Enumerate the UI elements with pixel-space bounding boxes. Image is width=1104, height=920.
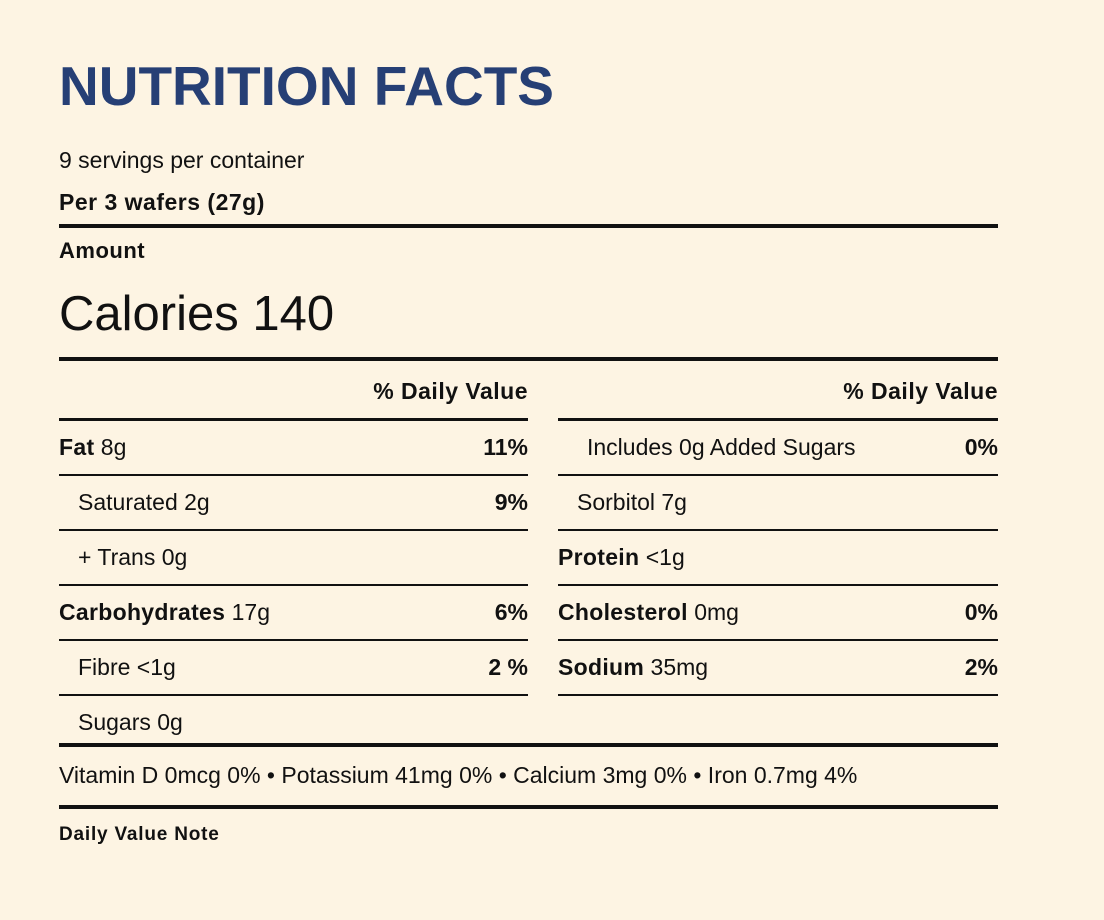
nutrient-percent: 0%	[964, 434, 998, 460]
nutrient-row-added-sugars: Includes 0g Added Sugars 0%	[558, 421, 998, 476]
nutrient-name: Fat	[59, 434, 95, 460]
nutrient-amount: 17g	[231, 599, 270, 625]
daily-value-note: Daily Value Note	[59, 824, 220, 845]
nutrient-row-sugars: Sugars 0g	[59, 696, 528, 749]
nutrient-percent: 9%	[494, 489, 528, 515]
calories: Calories 140	[59, 287, 335, 341]
divider-thick	[59, 805, 998, 809]
divider-thick	[59, 224, 998, 228]
nutrient-amount: 8g	[100, 434, 127, 460]
nutrient-amount: 35mg	[650, 654, 709, 680]
nutrient-percent: 0%	[964, 599, 998, 625]
nutrient-name: Carbohydrates	[59, 599, 226, 625]
divider-thick	[59, 357, 998, 361]
daily-value-header: % Daily Value	[558, 362, 998, 421]
nutrient-row-sorbitol: Sorbitol 7g	[558, 476, 998, 531]
nutrient-name: Sodium	[558, 654, 645, 680]
nutrient-row-cholesterol: Cholesterol 0mg 0%	[558, 586, 998, 641]
nutrient-amount: <1g	[645, 544, 685, 570]
micronutrients-line: Vitamin D 0mcg 0% • Potassium 41mg 0% • …	[59, 762, 858, 788]
nutrient-name: Cholesterol	[558, 599, 688, 625]
nutrient-row-protein: Protein <1g	[558, 531, 998, 586]
divider-thick	[59, 743, 998, 747]
nutrient-name: Protein	[558, 544, 640, 570]
nutrient-name: Fibre <1g	[78, 654, 176, 680]
nutrient-column-left: % Daily Value Fat 8g 11% Saturated 2g 9%…	[59, 362, 528, 749]
nutrient-percent: 2%	[964, 654, 998, 680]
nutrient-row-fibre: Fibre <1g 2 %	[59, 641, 528, 696]
nutrient-name: Saturated 2g	[78, 489, 210, 515]
nutrient-percent: 11%	[483, 434, 528, 460]
nutrient-name: Includes 0g Added Sugars	[587, 434, 856, 460]
serving-size: Per 3 wafers (27g)	[59, 189, 265, 215]
nutrient-row-trans: + Trans 0g	[59, 531, 528, 586]
nutrient-percent: 6%	[494, 599, 528, 625]
servings-per-container: 9 servings per container	[59, 147, 305, 173]
nutrient-row-sodium: Sodium 35mg 2%	[558, 641, 998, 696]
nutrient-name: + Trans 0g	[78, 544, 188, 570]
daily-value-header: % Daily Value	[59, 362, 528, 421]
nutrient-name: Sugars 0g	[78, 709, 183, 735]
nutrient-row-fat: Fat 8g 11%	[59, 421, 528, 476]
nutrient-amount: 0mg	[694, 599, 739, 625]
nutrient-row-carbohydrates: Carbohydrates 17g 6%	[59, 586, 528, 641]
nutrient-column-right: % Daily Value Includes 0g Added Sugars 0…	[558, 362, 998, 696]
nutrient-percent: 2 %	[488, 654, 528, 680]
label-title: NUTRITION FACTS	[59, 55, 554, 117]
amount-label: Amount	[59, 238, 146, 263]
nutrient-row-saturated: Saturated 2g 9%	[59, 476, 528, 531]
nutrient-name: Sorbitol 7g	[577, 489, 687, 515]
